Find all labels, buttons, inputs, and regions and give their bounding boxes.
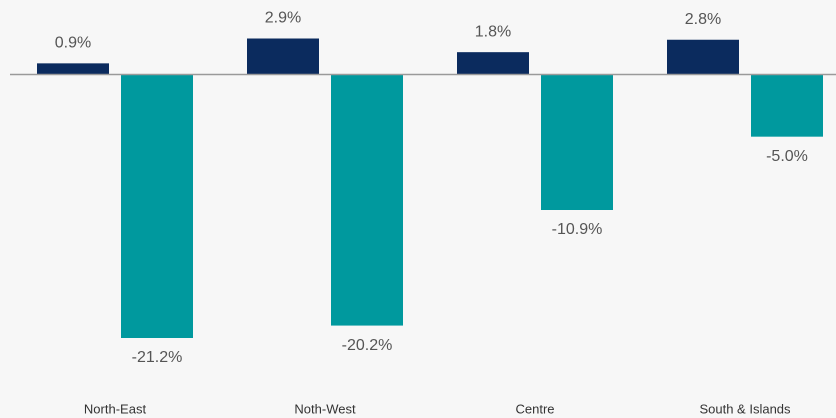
value-label: 1.8% <box>475 23 511 40</box>
bar <box>751 74 823 137</box>
value-label: -20.2% <box>342 337 393 354</box>
x-tick-label: Centre <box>515 401 554 416</box>
bar <box>37 63 109 75</box>
bar <box>457 52 529 75</box>
value-label: 2.8% <box>685 11 721 28</box>
bar <box>541 74 613 210</box>
value-label: -10.9% <box>552 221 603 238</box>
x-tick-label: North-East <box>84 401 147 416</box>
bar <box>121 74 193 338</box>
value-label: 2.9% <box>265 10 301 27</box>
x-tick-label: Noth-West <box>294 401 356 416</box>
bar <box>667 39 739 75</box>
value-label: -5.0% <box>766 148 808 165</box>
bar <box>247 38 319 75</box>
value-label: -21.2% <box>132 349 183 366</box>
x-tick-label: South & Islands <box>699 401 791 416</box>
value-label: 0.9% <box>55 35 91 52</box>
bar <box>331 74 403 326</box>
